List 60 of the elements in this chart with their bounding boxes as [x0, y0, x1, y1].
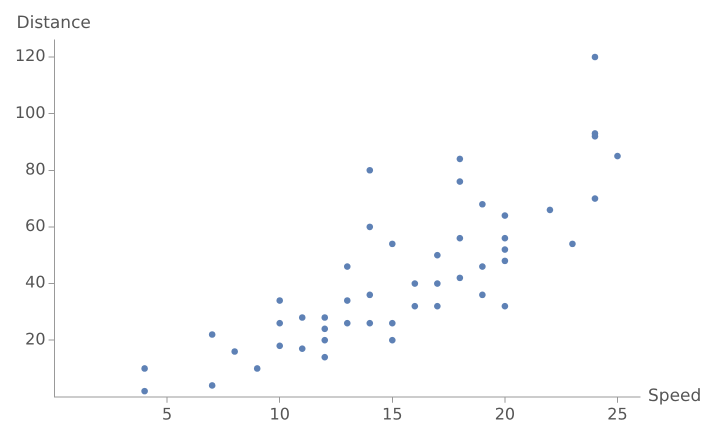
- point: [276, 297, 284, 304]
- point: [592, 195, 598, 202]
- point: [321, 326, 328, 332]
- point: [366, 166, 374, 174]
- point: [479, 200, 486, 208]
- x-axis-title: Speed: [648, 386, 702, 406]
- x-tick-label: 10: [270, 404, 290, 424]
- point: [276, 320, 284, 326]
- point: [344, 320, 351, 326]
- y-tick-label: 60: [25, 216, 46, 236]
- point: [321, 354, 328, 360]
- point: [254, 365, 260, 372]
- point: [298, 314, 306, 321]
- point: [321, 314, 328, 321]
- point: [366, 224, 374, 230]
- point: [389, 320, 396, 326]
- point: [366, 292, 374, 298]
- point: [389, 240, 396, 248]
- point: [412, 280, 418, 287]
- point: [141, 388, 148, 394]
- point: [592, 54, 598, 60]
- point: [434, 302, 441, 310]
- point: [389, 336, 396, 344]
- point: [208, 382, 216, 389]
- y-tick-label: 100: [14, 102, 46, 122]
- point: [456, 234, 464, 242]
- x-tick-label: 25: [607, 404, 628, 424]
- point: [614, 152, 621, 160]
- y-tick-label: 20: [25, 329, 46, 348]
- point: [502, 212, 508, 219]
- point: [546, 206, 554, 214]
- point: [434, 280, 441, 287]
- point: [456, 178, 464, 185]
- point: [502, 258, 508, 264]
- point: [569, 240, 576, 248]
- point: [344, 263, 351, 270]
- y-axis-title: Distance: [16, 12, 91, 33]
- point: [456, 274, 464, 282]
- y-tick-label: 120: [14, 46, 46, 66]
- x-tick-label: 5: [162, 404, 172, 424]
- point: [502, 302, 508, 310]
- point: [479, 263, 486, 270]
- point: [231, 348, 238, 355]
- point: [321, 336, 328, 344]
- x-tick-label: 20: [494, 404, 516, 424]
- point: [502, 246, 508, 253]
- point: [502, 234, 508, 242]
- point: [208, 331, 216, 338]
- point: [434, 252, 441, 259]
- point: [276, 342, 284, 350]
- point: [366, 320, 374, 326]
- x-tick-label: 15: [382, 404, 402, 424]
- y-tick-label: 40: [25, 272, 46, 292]
- point: [298, 345, 306, 352]
- point: [141, 365, 148, 372]
- point: [479, 292, 486, 298]
- point: [456, 156, 464, 162]
- y-tick-label: 80: [25, 159, 46, 178]
- point: [344, 297, 351, 304]
- point: [412, 302, 418, 310]
